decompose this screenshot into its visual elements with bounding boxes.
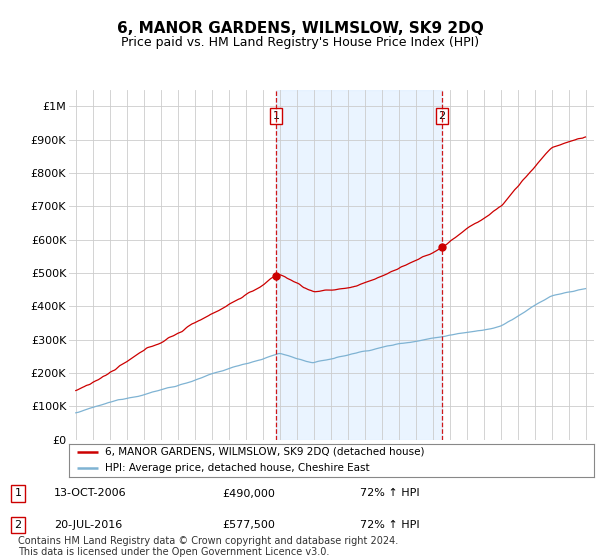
Text: 2: 2 (14, 520, 22, 530)
Text: 2: 2 (439, 111, 445, 122)
Text: 13-OCT-2006: 13-OCT-2006 (54, 488, 127, 498)
Text: Contains HM Land Registry data © Crown copyright and database right 2024.
This d: Contains HM Land Registry data © Crown c… (18, 535, 398, 557)
Text: £490,000: £490,000 (222, 488, 275, 498)
Text: 6, MANOR GARDENS, WILMSLOW, SK9 2DQ: 6, MANOR GARDENS, WILMSLOW, SK9 2DQ (116, 21, 484, 36)
Text: £577,500: £577,500 (222, 520, 275, 530)
Text: Price paid vs. HM Land Registry's House Price Index (HPI): Price paid vs. HM Land Registry's House … (121, 36, 479, 49)
Text: 1: 1 (14, 488, 22, 498)
Text: 1: 1 (272, 111, 280, 122)
Text: 20-JUL-2016: 20-JUL-2016 (54, 520, 122, 530)
Bar (276, 90, 442, 440)
Text: 72% ↑ HPI: 72% ↑ HPI (360, 488, 419, 498)
Text: HPI: Average price, detached house, Cheshire East: HPI: Average price, detached house, Ches… (105, 463, 370, 473)
Text: 72% ↑ HPI: 72% ↑ HPI (360, 520, 419, 530)
Text: 6, MANOR GARDENS, WILMSLOW, SK9 2DQ (detached house): 6, MANOR GARDENS, WILMSLOW, SK9 2DQ (det… (105, 446, 424, 456)
